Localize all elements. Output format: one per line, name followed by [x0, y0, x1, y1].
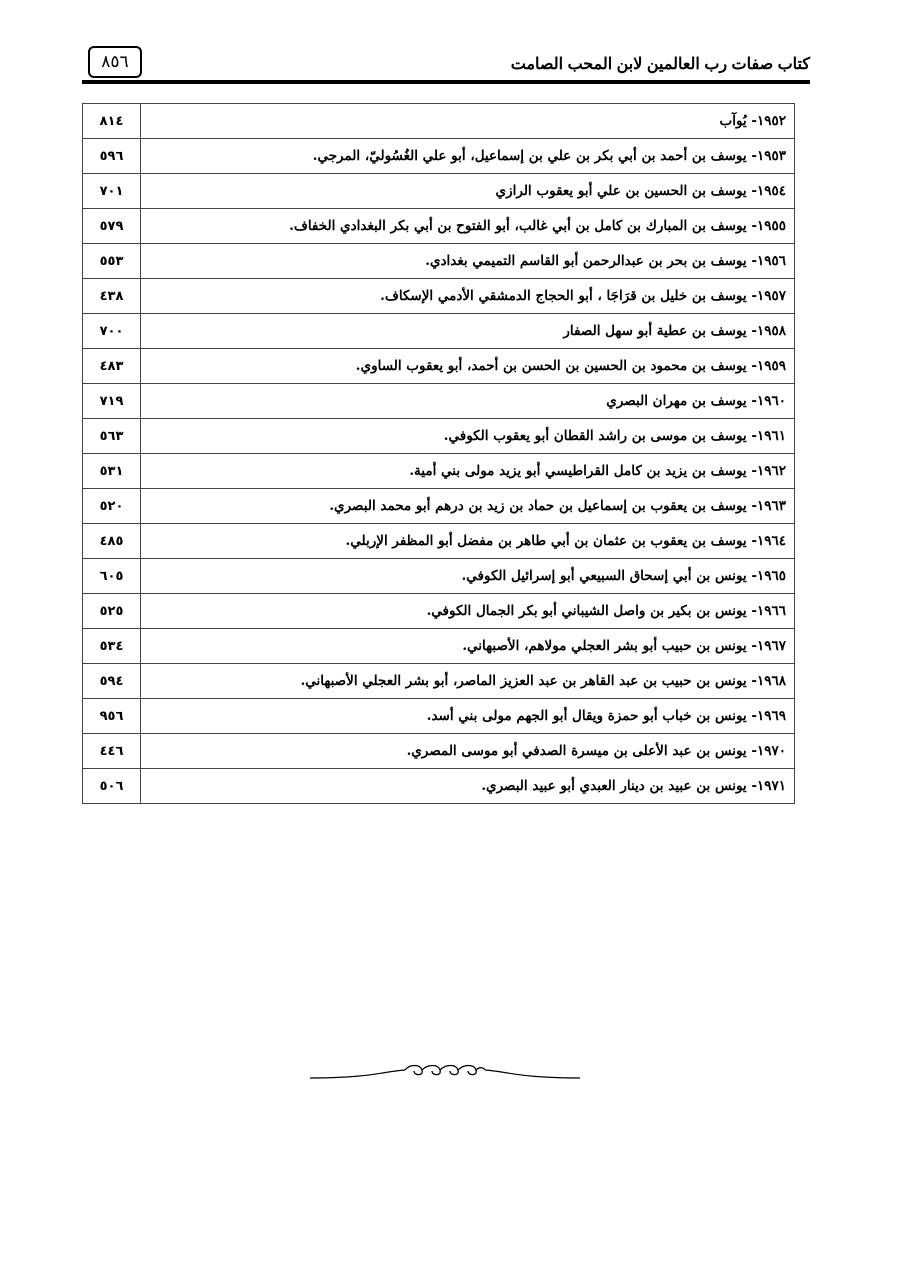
table-row: ٨١٤ ١٩٥٢- يُوآب: [82, 103, 795, 139]
table-row: ٧٠١ ١٩٥٤- يوسف بن الحسين بن علي أبو يعقوب…: [82, 173, 795, 209]
entry-name: ١٩٥٣- يوسف بن أحمد بن أبي بكر بن علي بن …: [140, 138, 795, 174]
table-row: ٥٢٥ ١٩٦٦- يونس بن بكير بن واصل الشيباني أ…: [82, 593, 795, 629]
entry-name: ١٩٦٩- يونس بن خباب أبو حمزة ويقال أبو ال…: [140, 698, 795, 734]
entry-name: ١٩٦٢- يوسف بن يزيد بن كامل القراطيسي أبو…: [140, 453, 795, 489]
entry-page: ٧١٩: [82, 383, 141, 419]
entry-name: ١٩٥٦- يوسف بن بحر بن عبدالرحمن أبو القاس…: [140, 243, 795, 279]
table-row: ٦٠٥ ١٩٦٥- يونس بن أبي إسحاق السبيعي أبو إ…: [82, 558, 795, 594]
table-row: ٥٥٣ ١٩٥٦- يوسف بن بحر بن عبدالرحمن أبو ال…: [82, 243, 795, 279]
entry-page: ٥٩٦: [82, 138, 141, 174]
table-row: ٤٣٨ ١٩٥٧- يوسف بن خليل بن قرَاجَا ، أبو ا…: [82, 278, 795, 314]
entry-page: ٥٣٤: [82, 628, 141, 664]
table-row: ٥٩٦ ١٩٥٣- يوسف بن أحمد بن أبي بكر بن علي …: [82, 138, 795, 174]
table-row: ٥٦٣ ١٩٦١- يوسف بن موسى بن راشد القطان أبو…: [82, 418, 795, 454]
entry-page: ٥٢٥: [82, 593, 141, 629]
table-row: ٤٨٣ ١٩٥٩- يوسف بن محمود بن الحسين بن الحس…: [82, 348, 795, 384]
entry-page: ٥٢٠: [82, 488, 141, 524]
entry-page: ٥٧٩: [82, 208, 141, 244]
decorative-flourish-icon: [310, 1064, 580, 1079]
table-row: ٩٥٦ ١٩٦٩- يونس بن خباب أبو حمزة ويقال أبو…: [82, 698, 795, 734]
entry-page: ٤٨٥: [82, 523, 141, 559]
table-row: ٧١٩ ١٩٦٠- يوسف بن مهران البصري: [82, 383, 795, 419]
table-row: ٤٤٦ ١٩٧٠- يونس بن عبد الأعلى بن ميسرة الص…: [82, 733, 795, 769]
entry-name: ١٩٦٨- يونس بن حبيب بن عبد القاهر بن عبد …: [140, 663, 795, 699]
entry-page: ٧٠٠: [82, 313, 141, 349]
index-table: ٨١٤ ١٩٥٢- يُوآب ٥٩٦ ١٩٥٣- يوسف بن أحمد بن أ…: [82, 103, 795, 804]
entry-name: ١٩٥٥- يوسف بن المبارك بن كامل بن أبي غال…: [140, 208, 795, 244]
entry-name: ١٩٥٩- يوسف بن محمود بن الحسين بن الحسن ب…: [140, 348, 795, 384]
entry-name: ١٩٥٤- يوسف بن الحسين بن علي أبو يعقوب ال…: [140, 173, 795, 209]
entry-page: ٤٤٦: [82, 733, 141, 769]
entry-name: ١٩٦١- يوسف بن موسى بن راشد القطان أبو يع…: [140, 418, 795, 454]
book-title: كتاب صفات رب العالمين لابن المحب الصامت: [510, 56, 810, 73]
entry-name: ١٩٦٣- يوسف بن يعقوب بن إسماعيل بن حماد ب…: [140, 488, 795, 524]
entry-page: ٥٥٣: [82, 243, 141, 279]
entry-page: ٨١٤: [82, 103, 141, 139]
table-row: ٥٧٩ ١٩٥٥- يوسف بن المبارك بن كامل بن أبي …: [82, 208, 795, 244]
entry-name: ١٩٦٤- يوسف بن يعقوب بن عثمان بن أبي طاهر…: [140, 523, 795, 559]
entry-page: ٥٩٤: [82, 663, 141, 699]
entry-name: ١٩٦٧- يونس بن حبيب أبو بشر العجلي مولاهم…: [140, 628, 795, 664]
table-row: ٧٠٠ ١٩٥٨- يوسف بن عطية أبو سهل الصفار: [82, 313, 795, 349]
page-header: كتاب صفات رب العالمين لابن المحب الصامت …: [82, 44, 810, 84]
entry-page: ٤٨٣: [82, 348, 141, 384]
entry-name: ١٩٥٨- يوسف بن عطية أبو سهل الصفار: [140, 313, 795, 349]
entry-name: ١٩٦٥- يونس بن أبي إسحاق السبيعي أبو إسرا…: [140, 558, 795, 594]
table-row: ٥٠٦ ١٩٧١- يونس بن عبيد بن دينار العبدي أب…: [82, 768, 795, 804]
table-row: ٥٣١ ١٩٦٢- يوسف بن يزيد بن كامل القراطيسي …: [82, 453, 795, 489]
page-number: ٨٥٦: [88, 46, 142, 78]
entry-name: ١٩٦٠- يوسف بن مهران البصري: [140, 383, 795, 419]
entry-name: ١٩٦٦- يونس بن بكير بن واصل الشيباني أبو …: [140, 593, 795, 629]
entry-name: ١٩٧٠- يونس بن عبد الأعلى بن ميسرة الصدفي…: [140, 733, 795, 769]
entry-page: ٥٠٦: [82, 768, 141, 804]
entry-page: ٦٠٥: [82, 558, 141, 594]
entry-name: ١٩٥٢- يُوآب: [140, 103, 795, 139]
entry-page: ٥٣١: [82, 453, 141, 489]
table-row: ٥٢٠ ١٩٦٣- يوسف بن يعقوب بن إسماعيل بن حما…: [82, 488, 795, 524]
header-rule: [82, 80, 810, 84]
entry-name: ١٩٥٧- يوسف بن خليل بن قرَاجَا ، أبو الحج…: [140, 278, 795, 314]
entry-page: ٩٥٦: [82, 698, 141, 734]
table-row: ٥٣٤ ١٩٦٧- يونس بن حبيب أبو بشر العجلي مول…: [82, 628, 795, 664]
entry-name: ١٩٧١- يونس بن عبيد بن دينار العبدي أبو ع…: [140, 768, 795, 804]
entry-page: ٧٠١: [82, 173, 141, 209]
entry-page: ٤٣٨: [82, 278, 141, 314]
table-row: ٤٨٥ ١٩٦٤- يوسف بن يعقوب بن عثمان بن أبي ط…: [82, 523, 795, 559]
entry-page: ٥٦٣: [82, 418, 141, 454]
table-row: ٥٩٤ ١٩٦٨- يونس بن حبيب بن عبد القاهر بن ع…: [82, 663, 795, 699]
